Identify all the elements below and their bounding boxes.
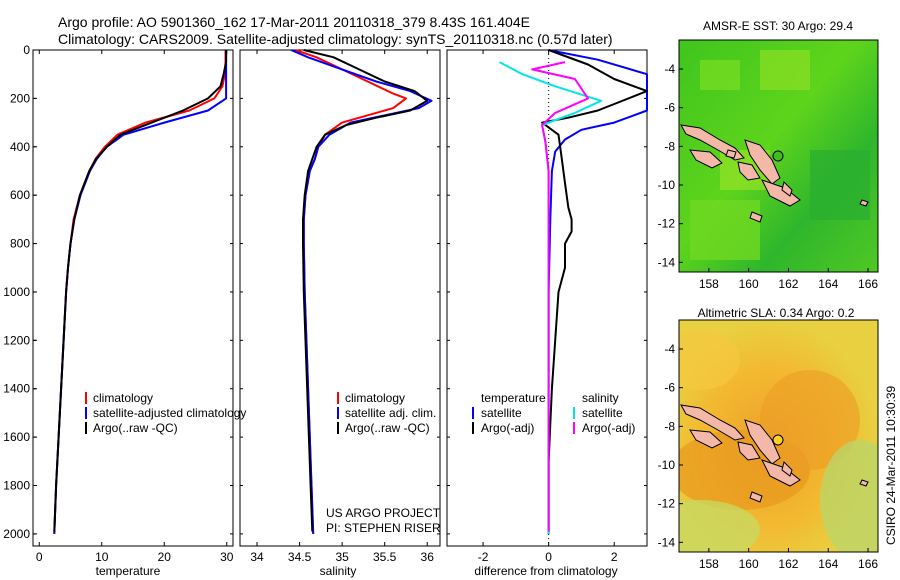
sst-map-xtick-label: 164 (818, 277, 838, 291)
temperature-ytick-label: 400 (10, 140, 30, 154)
sst-map-ytick-label: -4 (664, 62, 675, 76)
temperature-ytick-label: 2000 (3, 527, 30, 541)
difference-series-3 (531, 61, 589, 532)
sla-islands (680, 404, 869, 503)
difference-axis-label: difference from climatology (474, 564, 617, 578)
temperature-ytick-label: 1400 (3, 382, 30, 396)
sla-map-ytick-label: -4 (664, 342, 675, 356)
temperature-xtick-label: 10 (95, 550, 109, 564)
sst-map-xtick-label: 162 (778, 277, 798, 291)
difference-xtick-label: 2 (611, 550, 618, 564)
sst-argo-position-marker (772, 150, 784, 162)
sla-map-ytick-label: -6 (664, 381, 675, 395)
legend-label-satellite: satellite-adjusted climatology (93, 406, 246, 420)
legend-label-climatology: climatology (93, 391, 153, 405)
sst-map-xtick-label: 158 (699, 277, 719, 291)
sst-map-frame (678, 39, 879, 273)
legend-label-argo: Argo(..raw -QC) (345, 421, 430, 435)
salinity-legend: climatology satellite adj. clim. Argo(..… (337, 391, 436, 435)
temperature-series-2 (53, 50, 228, 532)
legend-label-temp-satellite: satellite (481, 406, 522, 420)
credit-project: US ARGO PROJECT (326, 506, 441, 520)
sla-argo-position-marker (772, 434, 784, 446)
sla-field-patch (820, 440, 878, 552)
temperature-plot-frame (32, 49, 234, 547)
sla-map-ytick-label: -8 (664, 419, 675, 433)
sst-map (679, 40, 878, 272)
legend-label-satellite: satellite adj. clim. (345, 406, 436, 420)
sla-map-xtick-label: 162 (778, 557, 798, 571)
difference-series-1 (541, 49, 648, 532)
difference-plot-frame (446, 49, 648, 547)
sla-map-xtick-label: 160 (739, 557, 759, 571)
sst-field-patch (700, 60, 740, 90)
legend-label-sal-satellite: satellite (582, 406, 623, 420)
temperature-ytick-label: 1200 (3, 333, 30, 347)
temperature-axis-label: temperature (96, 564, 161, 578)
sla-field-patch (760, 370, 860, 470)
salinity-xtick-label: 34 (250, 550, 264, 564)
temperature-ytick-label: 1000 (3, 285, 30, 299)
sla-map (679, 320, 878, 552)
sst-map-xtick-label: 160 (739, 277, 759, 291)
sst-field-patch (690, 200, 760, 260)
sst-islands (680, 124, 869, 223)
sla-map-frame (678, 319, 879, 553)
salinity-xtick-label: 36 (421, 550, 435, 564)
temperature-xtick-label: 0 (36, 550, 43, 564)
difference-xtick-label: -2 (478, 550, 489, 564)
temperature-xtick-label: 30 (220, 550, 234, 564)
sla-map-xtick-label: 166 (858, 557, 878, 571)
legend-label-sal-argo: Argo(-adj) (582, 421, 635, 435)
sla-map-ytick-label: -10 (658, 458, 676, 472)
sla-field-patch (679, 500, 760, 552)
sla-field-patch (679, 330, 740, 390)
figure-title-line1: Argo profile: AO 5901360_162 17-Mar-2011… (58, 14, 530, 30)
legend-label-argo: Argo(..raw -QC) (93, 421, 178, 435)
sst-map-ytick-label: -6 (664, 101, 675, 115)
footer-stamp: CSIRO 24-Mar-2011 10:30:39 (884, 385, 898, 545)
sst-field-patch (760, 50, 810, 90)
temperature-ytick-label: 600 (10, 188, 30, 202)
legend-title-salinity: salinity (582, 391, 619, 405)
sst-map-xtick-label: 166 (858, 277, 878, 291)
temperature-ytick-label: 1800 (3, 479, 30, 493)
credit-pi: PI: STEPHEN RISER (326, 521, 441, 535)
salinity-axis-label: salinity (320, 564, 357, 578)
temperature-legend: climatology satellite-adjusted climatolo… (85, 391, 246, 435)
sst-map-ytick-label: -14 (658, 255, 676, 269)
sla-map-ytick-label: -14 (658, 535, 676, 549)
figure-title-line2: Climatology: CARS2009. Satellite-adjuste… (58, 31, 613, 47)
temperature-ytick-label: 200 (10, 91, 30, 105)
salinity-xtick-label: 35 (335, 550, 349, 564)
legend-label-climatology: climatology (345, 391, 405, 405)
legend-title-temperature: temperature (481, 391, 546, 405)
temperature-ytick-label: 800 (10, 237, 30, 251)
sst-map-title: AMSR-E SST: 30 Argo: 29.4 (703, 19, 853, 33)
sst-map-ytick-label: -12 (658, 217, 676, 231)
sst-map-ytick-label: -10 (658, 178, 676, 192)
sla-map-xtick-label: 158 (699, 557, 719, 571)
sla-map-ytick-label: -12 (658, 497, 676, 511)
temperature-ytick-label: 1600 (3, 430, 30, 444)
temperature-xtick-label: 20 (158, 550, 172, 564)
sst-map-ytick-label: -8 (664, 139, 675, 153)
legend-label-temp-argo: Argo(-adj) (481, 421, 534, 435)
temperature-ytick-label: 0 (23, 43, 30, 57)
salinity-series-2 (302, 49, 429, 532)
salinity-xtick-label: 35.5 (373, 550, 397, 564)
difference-xtick-label: 0 (545, 550, 552, 564)
sst-field-patch (810, 150, 870, 220)
sla-map-xtick-label: 164 (818, 557, 838, 571)
difference-legend: temperature satellite Argo(-adj) salinit… (472, 391, 635, 435)
salinity-xtick-label: 34.5 (288, 550, 312, 564)
sla-map-title: Altimetric SLA: 0.34 Argo: 0.2 (698, 306, 855, 320)
salinity-plot-frame (239, 49, 441, 547)
